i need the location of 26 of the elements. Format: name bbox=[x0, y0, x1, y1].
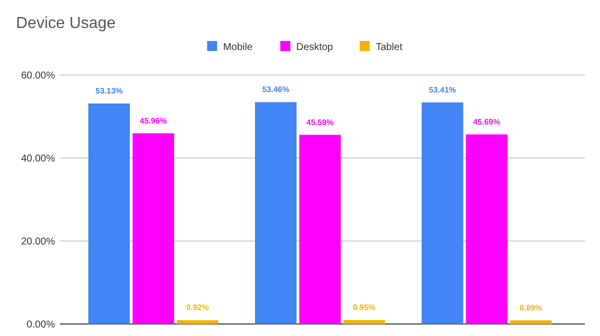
bar bbox=[299, 134, 341, 324]
data-label: 53.46% bbox=[262, 85, 290, 94]
data-label: 53.41% bbox=[428, 85, 456, 94]
chart-title: Device Usage bbox=[16, 15, 116, 32]
data-label: 53.13% bbox=[96, 86, 123, 96]
y-tick-label: 0.00% bbox=[26, 320, 56, 330]
y-tick-label: 40.00% bbox=[21, 154, 56, 164]
bar bbox=[510, 320, 552, 324]
bar bbox=[343, 320, 385, 324]
data-label: 45.59% bbox=[306, 118, 334, 127]
bar bbox=[422, 102, 464, 324]
bar bbox=[176, 320, 218, 324]
data-label: 45.96% bbox=[140, 116, 167, 126]
data-label: 0.89% bbox=[520, 303, 542, 312]
data-label: 0.92% bbox=[186, 303, 209, 312]
legend-label: Tablet bbox=[376, 42, 403, 53]
bar bbox=[88, 104, 130, 324]
data-label: 45.69% bbox=[473, 117, 500, 126]
y-tick-label: 60.00% bbox=[21, 70, 56, 82]
bar bbox=[255, 102, 297, 324]
legend-label: Mobile bbox=[223, 42, 253, 53]
legend-label: Desktop bbox=[296, 42, 334, 53]
bar bbox=[132, 133, 174, 324]
bar bbox=[466, 134, 508, 324]
data-label: 0.95% bbox=[352, 303, 376, 312]
y-tick-label: 20.00% bbox=[21, 236, 56, 248]
